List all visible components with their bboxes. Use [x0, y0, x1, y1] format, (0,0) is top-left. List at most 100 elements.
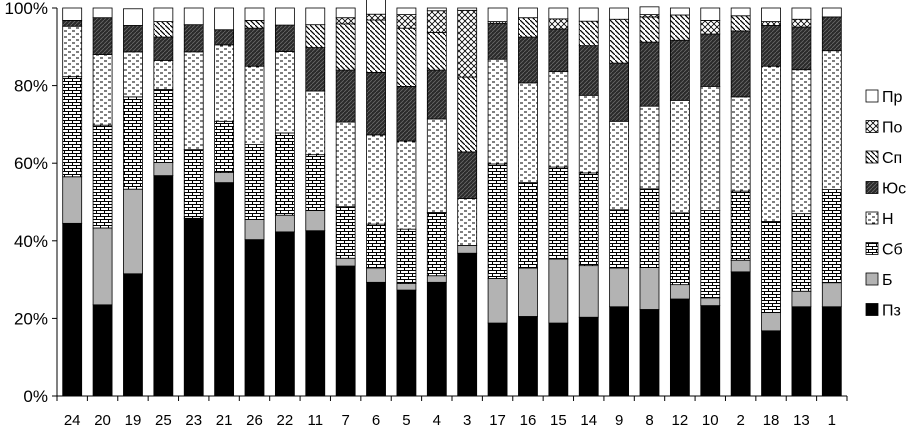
bar-segment-3-Пз [457, 252, 478, 397]
bar-segment-22-Сб [274, 132, 295, 216]
bar-segment-7-Сп [335, 23, 356, 71]
bar-segment-3-Н [457, 198, 478, 246]
bar-segment-24-Пр [62, 7, 83, 21]
bar-segment-2-Сб [730, 190, 751, 261]
x-tick-label: 7 [341, 412, 349, 426]
bar-segment-20-Н [92, 54, 113, 126]
bar-segment-2-Юс [730, 30, 751, 98]
bar-segment-10-Пз [700, 305, 721, 397]
bar-segment-9-Сб [609, 209, 630, 269]
bar-segment-24-Б [62, 176, 83, 224]
bar-segment-10-По [700, 20, 721, 35]
bar-segment-6-Б [366, 267, 386, 283]
y-tick-label: 60% [14, 154, 48, 173]
bar-segment-4-По [426, 10, 447, 33]
x-tick-label: 13 [793, 412, 810, 426]
bar-segment-4-Н [426, 118, 447, 213]
bar-segment-3-Б [457, 245, 478, 254]
bar-segment-9-Пр [609, 7, 630, 20]
bar-segment-6-Н [366, 134, 386, 225]
bar-segment-1-Пз [821, 306, 842, 397]
bar-segment-14-Юс [578, 45, 599, 96]
legend-label: Сп [882, 150, 902, 167]
bar-segment-11-Н [305, 90, 326, 156]
x-tick-label: 15 [550, 412, 567, 426]
bar-segment-19-Пр [123, 8, 143, 26]
bar-segment-11-Пр [305, 7, 326, 26]
bar-segment-17-Сб [487, 163, 508, 279]
y-tick-label: 40% [14, 232, 48, 251]
bar-segment-15-Пз [548, 322, 569, 397]
bar-segment-13-Пр [791, 7, 812, 20]
x-tick-label: 6 [372, 412, 380, 426]
bar-segment-13-Б [791, 290, 812, 308]
bar-segment-18-Б [761, 312, 781, 332]
x-tick-label: 18 [763, 412, 780, 426]
bar-segment-13-Сб [791, 213, 812, 292]
x-tick-label: 1 [828, 412, 836, 426]
bar-segment-15-Б [548, 258, 569, 324]
legend-label: Б [882, 272, 893, 289]
bar-segment-10-Пр [700, 7, 721, 21]
bar-segment-3-По [457, 9, 478, 78]
bar-segment-8-Сп [639, 16, 660, 43]
bar-segment-26-Юс [244, 27, 265, 67]
bar-segment-5-Сп [396, 27, 417, 87]
x-tick-label: 25 [155, 412, 172, 426]
bar-segment-17-Юс [487, 23, 508, 60]
bar-segment-19-Н [123, 51, 143, 98]
bar-segment-15-По [548, 18, 569, 30]
legend-label: Юс [882, 181, 906, 198]
bar-segment-14-Сб [578, 172, 599, 267]
bar-segment-5-Сб [396, 228, 417, 284]
bar-segment-2-Н [730, 96, 751, 192]
bar-segment-1-Н [821, 50, 842, 190]
bar-segment-15-Пр [548, 7, 569, 20]
x-tick-label: 17 [489, 412, 506, 426]
bar-segment-16-Сб [518, 182, 538, 269]
bar-segment-12-Сб [669, 212, 690, 286]
bar-segment-8-Юс [639, 41, 660, 107]
bar-segment-18-Н [761, 65, 781, 222]
bar-segment-17-Б [487, 278, 508, 324]
bar-segment-6-Юс [366, 72, 386, 136]
bar-segment-16-Пр [518, 7, 538, 19]
bar-segment-15-Сб [548, 166, 569, 260]
legend-swatch-Пз [865, 303, 879, 316]
bar-segment-18-Юс [761, 25, 781, 67]
bar-segment-12-Сп [669, 14, 690, 41]
legend-swatch-Сб [865, 242, 879, 255]
y-tick-label: 0% [23, 387, 48, 406]
bar-segment-19-Б [123, 188, 143, 275]
bar-segment-22-Юс [274, 24, 295, 52]
bar-segment-16-Б [518, 267, 538, 317]
bar-segment-21-Н [214, 44, 235, 122]
bar-segment-6-Сб [366, 223, 386, 269]
bar-segment-7-Н [335, 121, 356, 208]
bar-segment-25-Н [153, 59, 174, 90]
bar-segment-23-Юс [183, 24, 204, 53]
bar-segment-26-Сб [244, 144, 265, 220]
bar-segment-21-Юс [214, 29, 235, 46]
x-tick-label: 11 [307, 412, 323, 426]
legend-label: По [882, 120, 903, 137]
x-tick-label: 21 [216, 412, 233, 426]
bar-segment-9-Сп [609, 18, 630, 64]
bar-segment-12-Пр [669, 7, 690, 16]
bar-segment-3-Пр [457, 7, 478, 11]
x-tick-label: 26 [246, 412, 263, 426]
x-tick-label: 14 [580, 412, 597, 426]
bar-segment-14-Б [578, 265, 599, 318]
bar-segment-25-Сб [153, 89, 174, 163]
bar-segment-13-Юс [791, 26, 812, 71]
x-tick-label: 5 [402, 412, 410, 426]
bar-segment-14-Сп [578, 20, 599, 47]
bar-segment-26-Пз [244, 239, 265, 397]
legend-label: Н [882, 211, 894, 228]
bar-segment-9-Б [609, 267, 630, 308]
y-tick-label: 100% [5, 0, 48, 18]
x-tick-label: 9 [615, 412, 623, 426]
bar-segment-11-Юс [305, 47, 326, 92]
bar-segment-20-Б [92, 227, 113, 306]
x-tick-label: 3 [463, 412, 471, 426]
